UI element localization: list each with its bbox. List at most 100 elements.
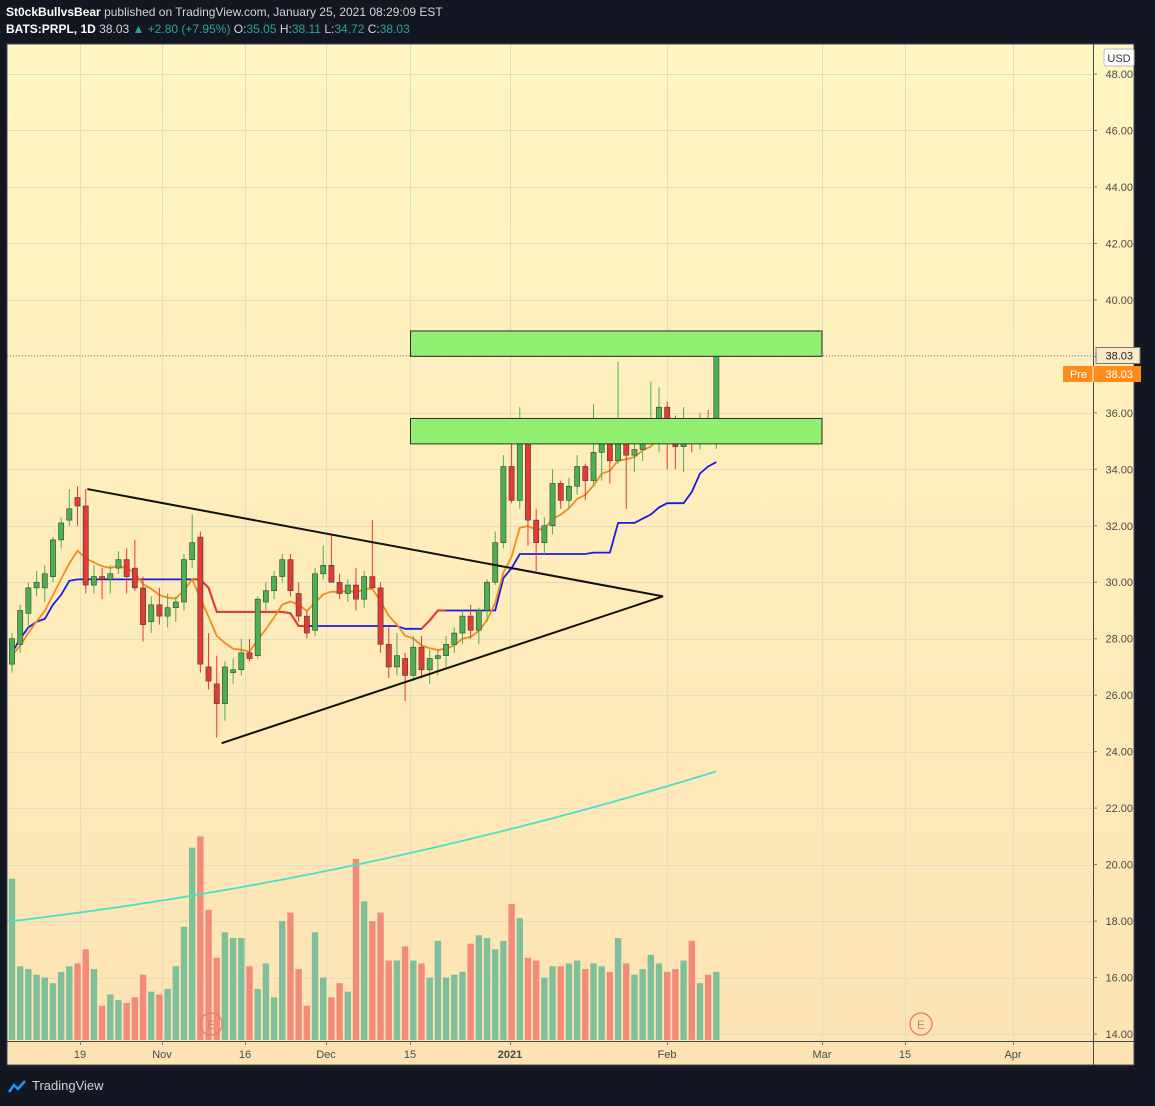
volume-bar xyxy=(475,935,483,1040)
candle xyxy=(164,593,171,628)
symbol-label[interactable]: BATS:PRPL, 1D xyxy=(6,22,96,36)
candle xyxy=(74,486,81,526)
volume-bar xyxy=(360,901,368,1040)
candle-body xyxy=(361,576,368,600)
candle-body xyxy=(181,559,187,603)
price-tick-label: 34.00 xyxy=(1105,464,1133,476)
candle-body xyxy=(254,598,261,656)
candle xyxy=(574,455,581,495)
volume-bar xyxy=(180,926,188,1040)
candle-body xyxy=(443,644,449,656)
candle xyxy=(148,596,155,634)
volume-bar xyxy=(369,921,376,1040)
volume-bar xyxy=(582,969,589,1040)
candle xyxy=(230,658,237,684)
candle xyxy=(369,520,376,589)
close-label: C: xyxy=(367,22,380,36)
volume-bar xyxy=(115,1000,122,1040)
candle-body xyxy=(369,576,376,589)
baseline-red-segment xyxy=(420,609,447,630)
candle xyxy=(99,568,105,600)
volume-bar xyxy=(107,994,114,1040)
candle-body xyxy=(377,587,384,645)
candle xyxy=(344,579,351,602)
last-price-badge xyxy=(1095,347,1141,365)
volume-bar xyxy=(287,912,294,1040)
high-value: 38.11 xyxy=(291,22,321,36)
candle xyxy=(402,652,409,701)
candle xyxy=(492,531,499,586)
volume-bar xyxy=(680,960,687,1040)
volume-bar xyxy=(492,949,499,1040)
price-tick-label: 20.00 xyxy=(1105,860,1133,872)
currency-box xyxy=(1103,48,1135,67)
candle xyxy=(181,554,187,611)
candle xyxy=(336,573,343,600)
time-tick-label: Nov xyxy=(152,1049,172,1061)
volume-bar xyxy=(229,938,237,1040)
candle xyxy=(312,568,318,636)
volume-bar xyxy=(295,969,302,1040)
candle-body xyxy=(402,658,409,676)
volume-bar xyxy=(664,971,671,1040)
volume-bar xyxy=(49,983,57,1040)
volume-bar xyxy=(410,960,417,1040)
volume-bar xyxy=(598,966,605,1040)
candle xyxy=(475,607,482,645)
volume-bar xyxy=(16,966,24,1040)
price-tick-label: 48.00 xyxy=(1105,69,1133,81)
candle-body xyxy=(394,655,400,668)
time-tick-label: 19 xyxy=(74,1049,86,1061)
volume-bar xyxy=(614,938,622,1040)
volume-bar xyxy=(352,858,360,1040)
candle-body xyxy=(115,559,122,569)
author-name[interactable]: St0ckBullvsBear xyxy=(6,5,101,19)
volume-bar xyxy=(25,969,32,1040)
candle xyxy=(41,565,48,602)
time-tick-label: 15 xyxy=(404,1049,416,1061)
price-tick-label: 46.00 xyxy=(1105,125,1133,137)
candle xyxy=(377,582,384,653)
candle-body xyxy=(533,519,540,544)
candle xyxy=(262,582,269,611)
volume-bar xyxy=(623,963,630,1040)
candle-body xyxy=(467,615,474,631)
volume-bar xyxy=(655,963,663,1040)
volume-bar xyxy=(401,946,409,1040)
time-tick-label: 15 xyxy=(899,1049,911,1061)
candle xyxy=(33,570,40,597)
publish-info: St0ckBullvsBear published on TradingView… xyxy=(6,5,443,19)
candle xyxy=(238,638,245,676)
candle xyxy=(58,517,65,549)
pre-market-price: 38.03 xyxy=(1105,369,1133,381)
volume-bar xyxy=(246,966,253,1040)
candle-body xyxy=(213,683,220,704)
candle-body xyxy=(9,638,15,665)
candle-body xyxy=(197,536,204,665)
candle xyxy=(410,635,417,682)
candle xyxy=(66,489,73,526)
candle-body xyxy=(434,655,441,659)
candle-body xyxy=(484,581,490,611)
candle xyxy=(107,565,114,594)
candle-body xyxy=(557,483,564,501)
candle xyxy=(418,635,425,679)
candle xyxy=(172,596,179,622)
volume-bar xyxy=(647,954,655,1040)
candle xyxy=(205,633,212,690)
chart-frame xyxy=(6,43,1135,1066)
candle-body xyxy=(164,607,171,617)
volume-bar xyxy=(66,966,73,1040)
candle xyxy=(385,627,392,679)
tradingview-footer[interactable]: TradingView xyxy=(8,1078,104,1093)
volume-bar xyxy=(377,912,384,1040)
time-tick-label: Apr xyxy=(1004,1049,1021,1061)
volume-bar xyxy=(532,960,540,1040)
candle xyxy=(156,587,163,625)
volume-bar xyxy=(238,938,245,1040)
ohlc-legend: BATS:PRPL, 1D 38.03 ▲ +2.80 (+7.95%) O:3… xyxy=(6,22,410,36)
candle xyxy=(123,548,130,594)
volume-bar xyxy=(549,966,556,1040)
candle-body xyxy=(303,615,310,634)
